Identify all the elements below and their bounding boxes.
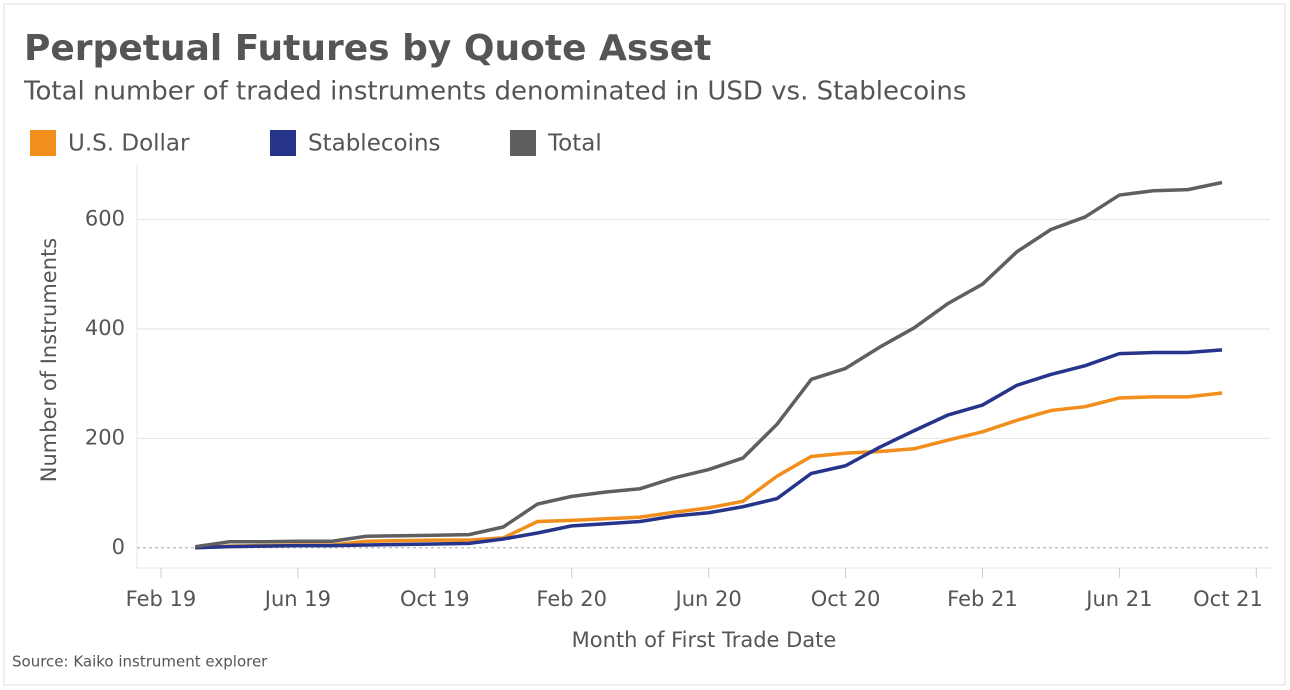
legend-swatch <box>270 130 296 156</box>
x-tick-label: Oct 21 <box>1193 587 1263 611</box>
x-tick-label: Jun 19 <box>263 587 331 611</box>
line-series <box>195 391 1223 550</box>
frame <box>3 3 1286 686</box>
line-series <box>194 180 1223 549</box>
x-tick-label: Feb 21 <box>947 587 1018 611</box>
x-tick-label: Feb 19 <box>126 587 197 611</box>
y-axis-label: Number of Instruments <box>37 238 61 482</box>
legend-label: Total <box>547 131 602 157</box>
x-tick-label: Jun 21 <box>1084 587 1152 611</box>
chart-subtitle: Total number of traded instruments denom… <box>23 77 966 107</box>
legend-label: Stablecoins <box>308 131 441 157</box>
x-axis-label: Month of First Trade Date <box>572 628 837 652</box>
y-tick-label: 600 <box>85 207 125 231</box>
x-tick-label: Oct 19 <box>400 587 470 611</box>
y-tick-label: 400 <box>85 316 125 340</box>
x-tick-label: Oct 20 <box>811 587 881 611</box>
chart-title: Perpetual Futures by Quote Asset <box>24 28 711 69</box>
legend-label: U.S. Dollar <box>68 131 190 157</box>
line-series <box>195 348 1223 550</box>
y-tick-label: 200 <box>85 425 125 449</box>
x-tick-label: Jun 20 <box>674 587 742 611</box>
legend-swatch <box>510 130 536 156</box>
source: Source: Kaiko instrument explorer <box>12 653 268 671</box>
x-tick-label: Feb 20 <box>536 587 607 611</box>
legend-swatch <box>30 130 56 156</box>
y-tick-label: 0 <box>112 535 125 559</box>
